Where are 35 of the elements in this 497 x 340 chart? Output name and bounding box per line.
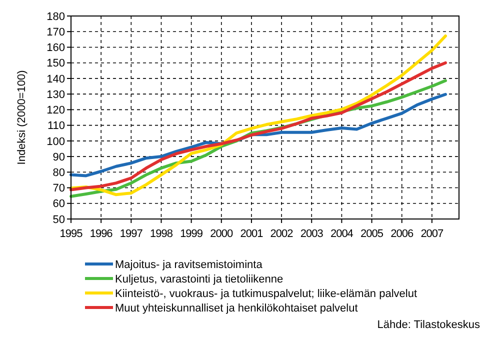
legend-label: Kiinteistö-, vuokraus- ja tutkimuspalvelut; liike-elämän palvelut bbox=[115, 288, 418, 300]
y-axis-title: Indeksi (2000=100) bbox=[16, 70, 28, 165]
x-tick-label: 2005 bbox=[360, 228, 384, 240]
x-tick-label: 2007 bbox=[420, 228, 444, 240]
y-tick-label: 150 bbox=[46, 58, 65, 70]
y-tick-label: 110 bbox=[47, 120, 65, 132]
y-tick-label: 90 bbox=[52, 151, 65, 164]
text: Lähde: Tilastokeskus bbox=[377, 319, 480, 331]
x-tick-label: 1999 bbox=[180, 228, 203, 240]
y-tick-label: 140 bbox=[46, 73, 65, 86]
y-tick-label: 160 bbox=[46, 42, 65, 54]
y-tick-label: 50 bbox=[52, 214, 65, 226]
x-tick-label: 2006 bbox=[390, 228, 414, 240]
y-tick-label: 60 bbox=[52, 198, 65, 210]
x-tick-label: 2000 bbox=[210, 228, 233, 240]
x-tick-label: 1996 bbox=[90, 228, 113, 240]
y-tick-label: 70 bbox=[52, 182, 65, 195]
legend-label: Kuljetus, varastointi ja tietoliikenne bbox=[115, 273, 284, 286]
line-series bbox=[70, 34, 447, 196]
x-tick-label: 1998 bbox=[150, 228, 173, 240]
y-tick-label: 100 bbox=[46, 136, 65, 148]
x-tick-label: 2002 bbox=[270, 228, 294, 240]
y-tick-label: 80 bbox=[52, 167, 65, 180]
y-tick-label: 130 bbox=[46, 88, 65, 101]
legend-label: Muut yhteiskunnalliset ja henkilökohtaiset palvelut bbox=[115, 302, 358, 314]
y-tick-label: 120 bbox=[46, 104, 65, 117]
y-tick-label: 170 bbox=[46, 26, 65, 38]
legend-label: Majoitus- ja ravitsemistoiminta bbox=[115, 258, 264, 271]
x-tick-label: 2001 bbox=[240, 228, 264, 240]
line-series bbox=[70, 61, 447, 192]
x-tick-label: 1995 bbox=[60, 228, 83, 240]
x-tick-label: 2004 bbox=[330, 228, 354, 240]
x-tick-label: 1997 bbox=[120, 228, 143, 240]
y-tick-label: 180 bbox=[46, 10, 65, 23]
x-tick-label: 2003 bbox=[300, 228, 324, 240]
